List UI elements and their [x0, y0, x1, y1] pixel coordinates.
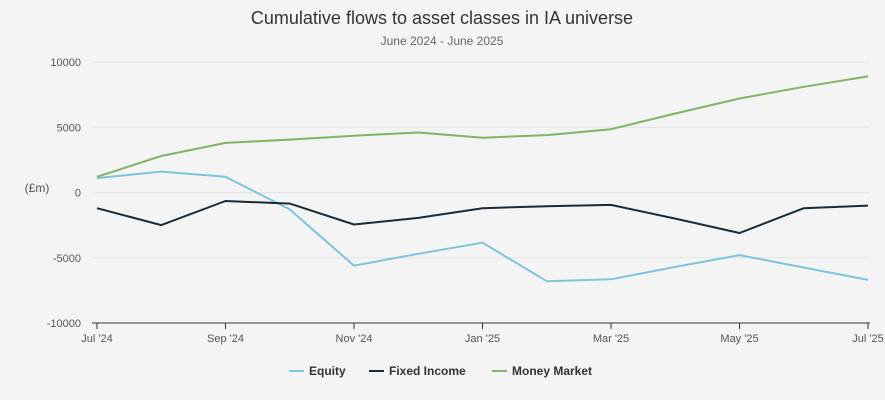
legend[interactable]: Equity Fixed Income Money Market	[289, 364, 592, 378]
x-tick-label: Jul '25	[852, 333, 883, 345]
grid-lines	[92, 61, 870, 259]
y-tick-label: -5000	[53, 253, 81, 265]
chart-subtitle: June 2024 - June 2025	[381, 34, 504, 48]
y-axis-label: (£m)	[25, 181, 50, 195]
legend-item-fixed-income[interactable]: Fixed Income	[369, 364, 466, 378]
y-tick-label: 5000	[57, 122, 81, 134]
x-tick-label: Nov '24	[336, 333, 373, 345]
series-line-equity[interactable]	[96, 170, 869, 283]
x-tick-label: Sep '24	[207, 333, 244, 345]
legend-label: Money Market	[512, 364, 592, 378]
legend-item-money-market[interactable]: Money Market	[492, 364, 592, 378]
series-line-fixed-income[interactable]	[96, 200, 869, 234]
y-tick-label: -10000	[47, 318, 81, 330]
chart-title: Cumulative flows to asset classes in IA …	[251, 8, 633, 28]
x-tick-label: Mar '25	[593, 333, 629, 345]
legend-label: Fixed Income	[389, 364, 466, 378]
y-tick-label: 0	[75, 188, 81, 200]
series-line-money-market[interactable]	[96, 75, 869, 178]
legend-item-equity[interactable]: Equity	[289, 364, 346, 378]
x-tick-label: Jul '24	[81, 333, 112, 345]
x-tick-label: May '25	[720, 333, 758, 345]
legend-label: Equity	[309, 364, 346, 378]
series-lines	[96, 75, 869, 283]
y-tick-label: 10000	[50, 57, 81, 69]
x-tick-label: Jan '25	[465, 333, 500, 345]
